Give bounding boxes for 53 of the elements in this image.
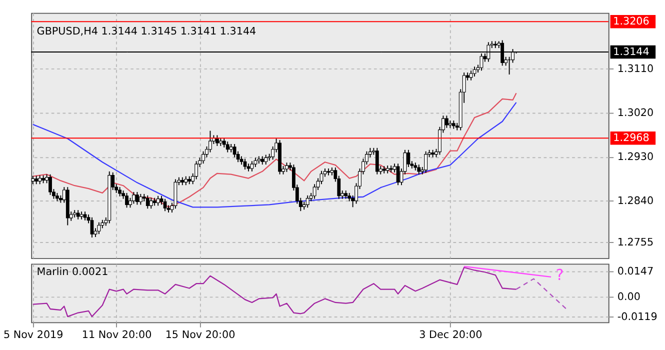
line-series bbox=[32, 266, 517, 318]
candlestick bbox=[90, 216, 94, 238]
candlestick bbox=[97, 222, 101, 235]
candlestick bbox=[254, 157, 258, 168]
y-tick-label: -0.0119 bbox=[617, 311, 658, 324]
y-tick-label: 1.2755 bbox=[617, 236, 654, 249]
y-tick-label: 1.3020 bbox=[617, 106, 654, 119]
candlestick bbox=[424, 150, 428, 174]
candlestick bbox=[264, 154, 268, 166]
ref-line-label: 1.3206 bbox=[613, 15, 650, 28]
candlestick bbox=[156, 195, 160, 206]
candlestick bbox=[149, 197, 153, 210]
candlestick bbox=[118, 186, 122, 197]
candlestick bbox=[250, 160, 254, 172]
candlestick bbox=[306, 194, 310, 208]
text: GBPUSD,H4 1.3144 1.3145 1.3141 1.3144 bbox=[36, 26, 257, 38]
candlestick bbox=[125, 192, 128, 208]
y-tick-label: 0.0147 bbox=[617, 266, 654, 278]
candlestick bbox=[132, 192, 136, 204]
candlestick bbox=[226, 141, 230, 153]
candlestick bbox=[48, 174, 52, 196]
annotation: ? bbox=[556, 266, 564, 284]
candlestick bbox=[417, 164, 421, 175]
candlestick bbox=[174, 178, 178, 210]
candlestick bbox=[232, 144, 236, 158]
ref-line-label: 1.2968 bbox=[613, 132, 650, 144]
candlestick bbox=[146, 194, 150, 210]
y-tick-label: 0.00 bbox=[617, 290, 640, 303]
candlestick bbox=[208, 130, 212, 153]
x-tick-label: 11 Nov 20:00 bbox=[82, 328, 152, 341]
ref-line-label: 1.3144 bbox=[613, 46, 650, 58]
y-tick-label: 1.2930 bbox=[617, 151, 654, 164]
candlestick bbox=[202, 150, 205, 164]
candlestick bbox=[135, 192, 139, 206]
candlestick bbox=[194, 160, 198, 180]
candlestick bbox=[396, 163, 400, 186]
candlestick bbox=[138, 193, 142, 206]
candlestick bbox=[163, 198, 167, 212]
candlestick bbox=[406, 149, 410, 168]
y-tick-label: 1.3110 bbox=[617, 62, 654, 75]
x-tick-label: 5 Nov 2019 bbox=[3, 328, 64, 341]
candlestick bbox=[243, 158, 247, 170]
candlestick bbox=[285, 162, 288, 172]
x-tick-label: 15 Nov 20:00 bbox=[165, 328, 236, 341]
candlestick bbox=[375, 147, 379, 175]
candlestick bbox=[469, 70, 473, 81]
y-tick-label: 1.2840 bbox=[617, 195, 654, 208]
candlestick bbox=[444, 115, 448, 128]
candlestick bbox=[76, 210, 80, 220]
candlestick bbox=[215, 134, 219, 146]
chart-title: Marlin 0.0021 bbox=[36, 266, 108, 278]
candlestick bbox=[472, 66, 476, 77]
x-tick-label: 3 Dec 20:00 bbox=[419, 328, 482, 341]
